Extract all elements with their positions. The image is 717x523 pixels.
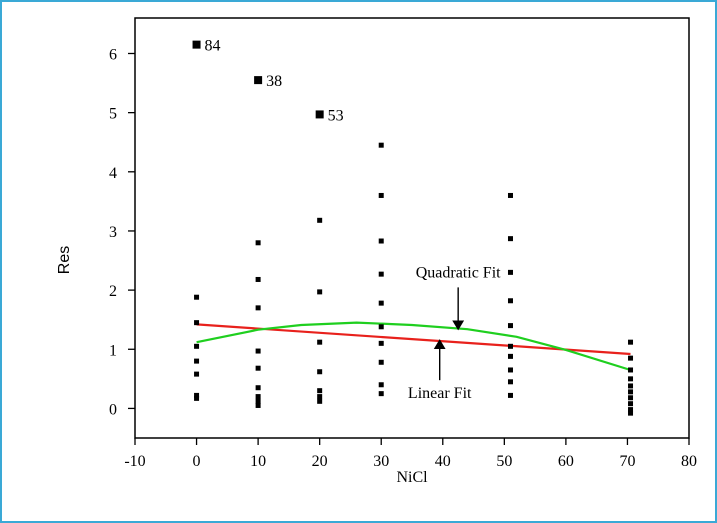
data-point <box>194 358 200 364</box>
data-point <box>255 276 261 282</box>
y-axis-label: Res <box>56 246 73 274</box>
data-point <box>507 392 513 398</box>
y-tick-label: 2 <box>109 283 117 300</box>
y-tick-label: 1 <box>109 342 117 359</box>
data-point <box>192 40 201 49</box>
y-tick-label: 6 <box>109 46 117 63</box>
point-label: 53 <box>328 107 344 124</box>
data-point <box>507 192 513 198</box>
data-point <box>255 348 261 354</box>
data-point <box>378 391 384 397</box>
data-point <box>378 238 384 244</box>
data-point <box>628 367 634 373</box>
data-point <box>194 395 200 401</box>
data-point <box>378 300 384 306</box>
data-point <box>628 407 634 413</box>
data-point <box>378 271 384 277</box>
x-tick-label: 30 <box>373 453 389 470</box>
quadratic-fit-label: Quadratic Fit <box>416 264 501 281</box>
y-tick-label: 4 <box>109 165 117 182</box>
x-tick-label: 20 <box>312 453 328 470</box>
data-point <box>317 339 323 345</box>
data-point <box>255 365 261 371</box>
plot-area-border <box>134 17 690 439</box>
data-point <box>317 394 323 400</box>
data-point <box>507 367 513 373</box>
x-tick-label: 10 <box>250 453 266 470</box>
data-point <box>507 269 513 275</box>
x-tick-label: 0 <box>193 453 201 470</box>
data-point <box>628 383 634 389</box>
data-point <box>255 240 261 246</box>
data-point <box>507 379 513 385</box>
data-point <box>317 217 323 223</box>
point-label: 84 <box>205 38 221 55</box>
axes <box>134 17 690 439</box>
x-tick-label: 80 <box>681 453 697 470</box>
y-ticks: 0 1 2 3 4 5 6 <box>109 46 135 418</box>
data-point <box>317 289 323 295</box>
x-tick-label: -10 <box>124 453 145 470</box>
point-labels: 84 38 53 <box>205 38 344 125</box>
x-tick-label: 60 <box>558 453 574 470</box>
data-point <box>378 142 384 148</box>
annotations: Quadratic Fit Linear Fit <box>408 264 501 402</box>
data-point <box>507 298 513 304</box>
x-tick-label: 50 <box>496 453 512 470</box>
data-point <box>628 339 634 345</box>
data-point <box>507 236 513 242</box>
data-point <box>317 388 323 394</box>
data-point <box>628 410 634 416</box>
data-points <box>192 40 634 416</box>
x-tick-label: 70 <box>619 453 635 470</box>
fit-lines <box>196 321 631 372</box>
data-point <box>255 394 261 400</box>
data-point <box>194 343 200 349</box>
x-ticks: -10 0 10 20 30 40 50 60 70 80 <box>124 438 697 470</box>
data-point <box>628 376 634 382</box>
data-point <box>317 369 323 375</box>
data-point <box>507 323 513 329</box>
quadratic-fit-line <box>196 321 631 372</box>
data-point <box>507 353 513 359</box>
point-label: 38 <box>266 73 282 90</box>
data-point <box>194 320 200 326</box>
data-point <box>378 192 384 198</box>
data-point <box>378 324 384 330</box>
y-tick-label: 3 <box>109 224 117 241</box>
data-point <box>378 359 384 365</box>
y-tick-label: 5 <box>109 106 117 123</box>
data-point <box>254 76 263 85</box>
data-point <box>628 395 634 401</box>
data-point <box>255 402 261 408</box>
data-point <box>317 398 323 404</box>
data-point <box>194 392 200 398</box>
data-point <box>255 385 261 391</box>
data-point <box>507 343 513 349</box>
data-point <box>315 110 324 119</box>
x-axis-label: NiCl <box>396 469 428 486</box>
linear-fit-label: Linear Fit <box>408 385 472 402</box>
data-point <box>255 398 261 404</box>
y-tick-label: 0 <box>109 401 117 418</box>
data-point <box>628 355 634 361</box>
data-point <box>378 382 384 388</box>
data-point <box>194 371 200 377</box>
data-point <box>378 340 384 346</box>
data-point <box>194 294 200 300</box>
data-point <box>255 305 261 311</box>
data-point <box>628 389 634 395</box>
data-point <box>628 401 634 407</box>
x-tick-label: 40 <box>435 453 451 470</box>
